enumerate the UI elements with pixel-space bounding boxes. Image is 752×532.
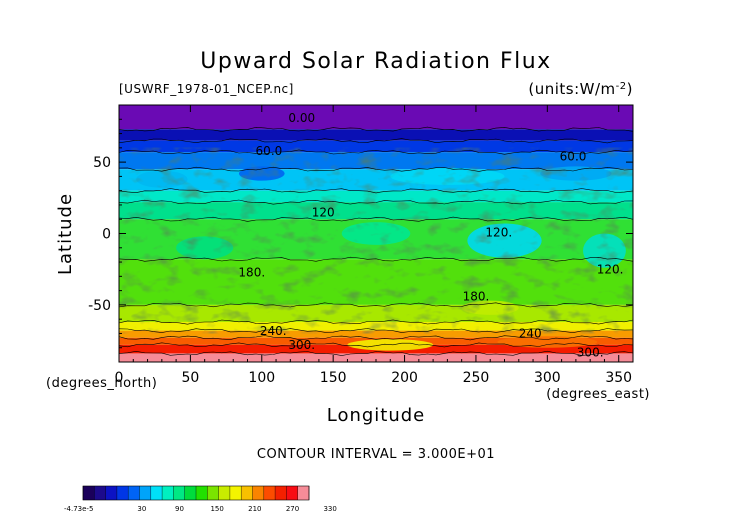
latitude-band — [119, 353, 633, 362]
colorbar-tick-label: 90 — [175, 505, 184, 513]
contour-line — [119, 319, 633, 325]
latitude-band — [119, 140, 633, 153]
colorbar-swatch — [241, 486, 253, 500]
contour-line — [119, 138, 633, 144]
latitude-band — [119, 330, 633, 338]
colorbar-swatch — [128, 486, 140, 500]
plot-area: 0.00 60.0 60.0 120 120. 120. 180. 180. 240. 240 30… — [119, 105, 633, 362]
x-tick-label: 50 — [181, 370, 199, 386]
field-patch — [497, 336, 598, 348]
contour-line — [119, 342, 633, 348]
contour-line — [119, 350, 633, 356]
chart-title: Upward Solar Radiation Flux — [200, 49, 551, 74]
colorbar-frame — [82, 485, 310, 501]
colorbar-swatch — [83, 486, 95, 500]
x-tick-label: 350 — [605, 370, 632, 386]
y-tick-label: -50 — [88, 298, 111, 314]
file-label: [USWRF_1978-01_NCEP.nc] — [119, 82, 294, 96]
colorbar-swatch — [252, 486, 265, 500]
colorbar-swatch — [162, 486, 174, 500]
contour-label: 180. — [238, 265, 265, 279]
contour-texture — [119, 147, 633, 334]
y-unit-label: (degrees_north) — [46, 376, 157, 391]
contour-interval-text: CONTOUR INTERVAL = 3.000E+01 — [257, 447, 495, 462]
contour-label: 60.0 — [560, 150, 587, 164]
y-axis-label: Latitude — [55, 193, 76, 275]
contour-line — [119, 188, 633, 194]
colorbar-swatch — [94, 486, 106, 500]
contour-label: 120. — [597, 262, 624, 276]
colorbar-swatch — [139, 486, 152, 500]
x-tick-label: 100 — [248, 370, 275, 386]
latitude-band — [119, 105, 633, 130]
x-tick-label: 0 — [115, 370, 124, 386]
colorbar-swatch — [184, 486, 197, 500]
contour-label: 240 — [519, 327, 542, 341]
contour-line — [119, 302, 633, 308]
latitude-band — [119, 129, 633, 141]
contour-line — [119, 126, 633, 132]
contour-label: 120 — [312, 205, 335, 219]
x-tick-label: 250 — [463, 370, 490, 386]
contour-line — [119, 256, 633, 262]
contour-label: 240. — [260, 324, 287, 338]
y-tick-label: 0 — [102, 227, 111, 243]
colorbar-swatch — [263, 486, 276, 500]
contour-line — [119, 216, 633, 222]
colorbar-swatch — [218, 486, 231, 500]
colorbar-tick-label: 330 — [323, 505, 336, 513]
contour-label: 180. — [463, 290, 490, 304]
contour-label: 60.0 — [256, 144, 283, 158]
contour-line — [119, 328, 633, 334]
colorbar: -4.73e-5 30 90 150 210 270 330 — [64, 485, 337, 513]
colorbar-swatch — [286, 486, 299, 500]
contour-line — [119, 149, 633, 155]
x-axis-label: Longitude — [327, 405, 426, 426]
colorbar-swatch — [229, 486, 242, 500]
contour-label: 300. — [288, 338, 315, 352]
colorbar-tick-label: 30 — [137, 505, 146, 513]
colorbar-swatch — [150, 486, 163, 500]
colorbar-swatch — [173, 486, 186, 500]
colorbar-swatch — [116, 486, 129, 500]
x-tick-label: 300 — [534, 370, 561, 386]
y-axis: 50 0 -50 — [88, 118, 633, 349]
units-label: (units:W/m-2) — [528, 80, 633, 98]
x-axis: 0 50 100 150 200 250 300 350 — [115, 105, 632, 386]
contour-label: 300. — [577, 345, 604, 359]
contour-label: 120. — [485, 225, 512, 239]
contour-line — [119, 199, 633, 205]
y-tick-label: 50 — [93, 155, 111, 171]
contour-line — [119, 166, 633, 172]
colorbar-tick-label: 270 — [286, 505, 299, 513]
colorbar-tick-label: 150 — [210, 505, 223, 513]
contour-line — [119, 335, 633, 341]
contour-label: 0.00 — [288, 111, 315, 125]
colorbar-swatch — [207, 486, 219, 500]
colorbar-swatch — [275, 486, 287, 500]
x-unit-label: (degrees_east) — [546, 387, 650, 402]
colorbar-swatch — [297, 486, 310, 500]
colorbar-swatch — [105, 486, 118, 500]
x-tick-label: 200 — [391, 370, 418, 386]
colorbar-tick-label: -4.73e-5 — [64, 505, 93, 513]
x-tick-label: 150 — [320, 370, 347, 386]
colorbar-tick-label: 210 — [248, 505, 261, 513]
colorbar-swatch — [196, 486, 208, 500]
